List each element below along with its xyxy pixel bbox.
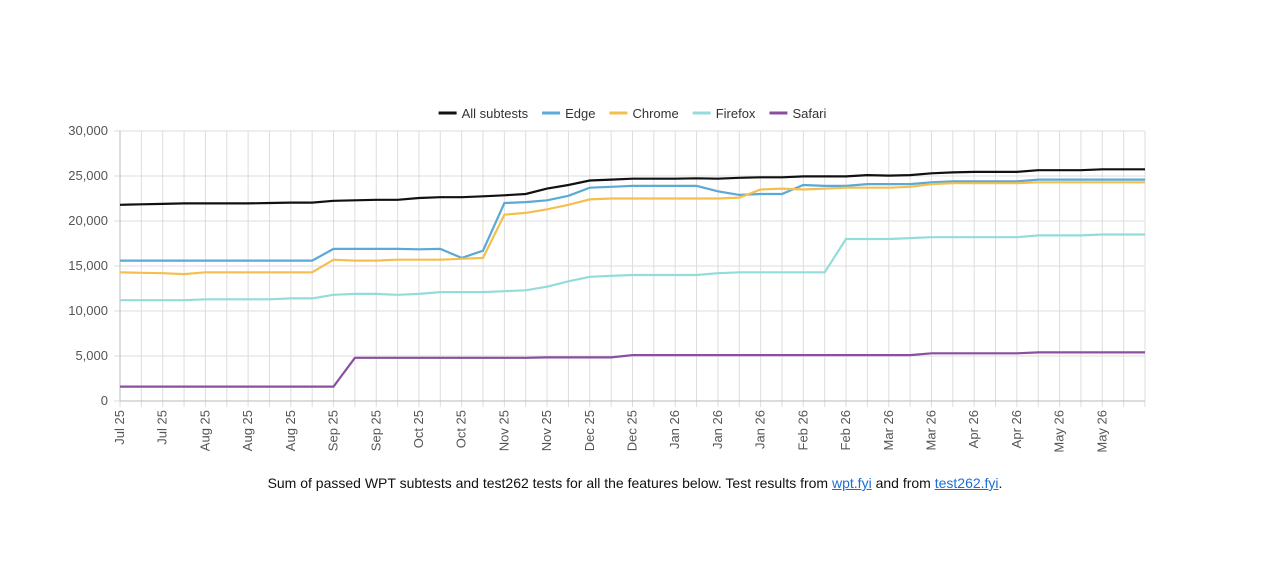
caption-text: . [998,475,1003,491]
caption-text: and from [875,475,931,491]
x-tick-label: May 26 [1094,410,1109,453]
y-tick-label: 20,000 [68,213,108,228]
y-tick-label: 15,000 [68,258,108,273]
x-tick-label: Jan 26 [710,410,725,449]
x-tick-label: Apr 26 [1009,410,1024,448]
y-tick-label: 30,000 [68,123,108,138]
link[interactable]: test262.fyi [934,475,999,491]
x-tick-label: Jul 25 [155,410,170,445]
legend-label: Firefox [716,106,756,121]
x-tick-label: Apr 26 [966,410,981,448]
x-tick-label: Oct 25 [454,410,469,448]
caption-text: Sum of passed WPT subtests and test262 t… [267,475,829,491]
x-tick-label: Jul 25 [112,410,127,445]
chart: 0 5,000 10,000 15,000 20,000 25,000 30,000 Jul … [68,106,1146,453]
legend-label: All subtests [462,106,529,121]
x-tick-label: Aug 25 [240,410,255,451]
x-tick-label: Aug 25 [283,410,298,451]
x-tick-label: Oct 25 [411,410,426,448]
x-tick-label: Jan 26 [667,410,682,449]
x-tick-label: Sep 25 [368,410,383,451]
x-tick-label: Nov 25 [539,410,554,451]
x-tick-label: Sep 25 [326,410,341,451]
legend: All subtests Edge Chrome Firefox Safari [438,106,827,121]
x-tick-label: Mar 26 [923,410,938,450]
series-line [120,178,1145,262]
x-tick-label: Nov 25 [496,410,511,451]
x-tick-label: Feb 26 [795,410,810,450]
series-line [119,181,1145,276]
series-line [120,233,1145,302]
x-tick-label: Jan 26 [753,410,768,449]
legend-label: Safari [792,106,826,121]
link[interactable]: wpt.fyi [832,475,872,491]
caption: Sum of passed WPT subtests and test262 t… [0,475,1270,491]
y-tick-label: 10,000 [68,303,108,318]
x-tick-label: Mar 26 [881,410,896,450]
x-tick-label: May 26 [1052,410,1067,453]
y-tick-label: 0 [101,393,108,408]
x-tick-label: Feb 26 [838,410,853,450]
x-tick-label: Dec 25 [582,410,597,451]
y-tick-label: 5,000 [75,348,108,363]
series-line [120,351,1145,388]
legend-label: Edge [565,106,595,121]
y-tick-label: 25,000 [68,168,108,183]
legend-label: Chrome [632,106,678,121]
x-tick-label: Dec 25 [625,410,640,451]
x-tick-label: Aug 25 [197,410,212,451]
series-line [119,168,1145,206]
